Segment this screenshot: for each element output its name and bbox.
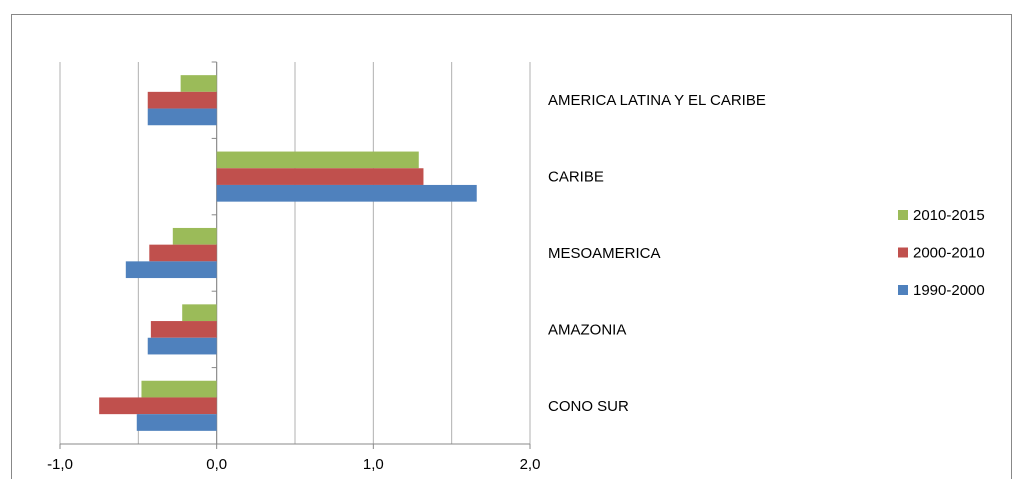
- legend-label: 2010-2015: [913, 207, 985, 224]
- bar: [149, 244, 217, 262]
- x-tick-label: 1,0: [363, 456, 384, 473]
- bar: [147, 91, 217, 109]
- bar: [180, 75, 217, 92]
- bar: [99, 397, 217, 415]
- bar: [147, 337, 217, 355]
- legend-swatch: [898, 285, 908, 295]
- legend-label: 2000-2010: [913, 244, 985, 261]
- category-label: CARIBE: [548, 169, 604, 186]
- bar: [182, 304, 217, 322]
- category-label: AMAZONIA: [548, 321, 626, 338]
- bar: [216, 184, 477, 202]
- legend-swatch: [898, 210, 908, 220]
- category-label: AMERICA LATINA Y EL CARIBE: [548, 92, 766, 109]
- category-label: MESOAMERICA: [548, 245, 661, 262]
- bar: [172, 227, 217, 245]
- category-label: CONO SUR: [548, 398, 629, 415]
- bar: [125, 261, 217, 279]
- bar: [141, 380, 217, 398]
- x-tick-label: 0,0: [206, 456, 227, 473]
- x-tick-label: -1,0: [47, 456, 73, 473]
- bar: [150, 321, 217, 338]
- legend-swatch: [898, 247, 908, 258]
- bar: [147, 108, 217, 126]
- x-tick-label: 2,0: [520, 456, 541, 473]
- bar: [216, 168, 424, 185]
- legend-label: 1990-2000: [913, 282, 985, 299]
- bar: [136, 414, 217, 431]
- bar: [216, 151, 419, 169]
